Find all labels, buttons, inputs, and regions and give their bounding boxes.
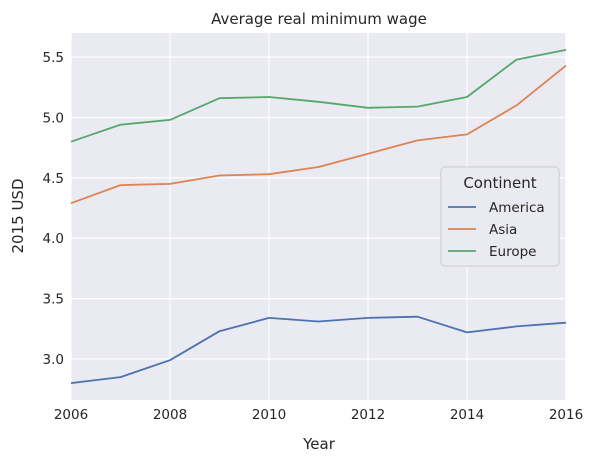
y-axis-label: 2015 USD xyxy=(9,179,27,254)
series-lines xyxy=(70,49,567,384)
x-tick-label: 2006 xyxy=(54,407,88,423)
x-tick-label: 2010 xyxy=(252,407,286,423)
y-tick-label: 4.0 xyxy=(43,231,64,247)
y-tick-label: 3.0 xyxy=(43,352,64,368)
y-tick-label: 5.5 xyxy=(43,50,64,66)
legend-label-europe: Europe xyxy=(489,244,536,260)
x-tick-label: 2016 xyxy=(549,407,583,423)
x-tick-label: 2012 xyxy=(351,407,385,423)
series-line-america xyxy=(70,315,567,384)
legend-label-asia: Asia xyxy=(489,222,517,238)
y-tick-label: 5.0 xyxy=(43,111,64,127)
y-axis-ticks: 3.0 3.5 4.0 4.5 5.0 5.5 xyxy=(43,50,64,368)
legend-title: Continent xyxy=(463,174,536,192)
x-tick-label: 2008 xyxy=(153,407,187,423)
x-axis-ticks: 2006 2008 2010 2012 2014 2016 xyxy=(54,407,583,423)
legend-box xyxy=(440,166,560,267)
y-tick-label: 3.5 xyxy=(43,292,64,308)
y-tick-label: 4.5 xyxy=(43,171,64,187)
legend-label-america: America xyxy=(489,200,545,216)
legend: Continent America Asia Europe xyxy=(440,166,560,267)
x-axis-label: Year xyxy=(302,435,336,453)
x-tick-label: 2014 xyxy=(450,407,484,423)
chart-title: Average real minimum wage xyxy=(211,10,427,28)
series-line-europe xyxy=(70,49,567,143)
series-line-asia xyxy=(70,64,567,205)
